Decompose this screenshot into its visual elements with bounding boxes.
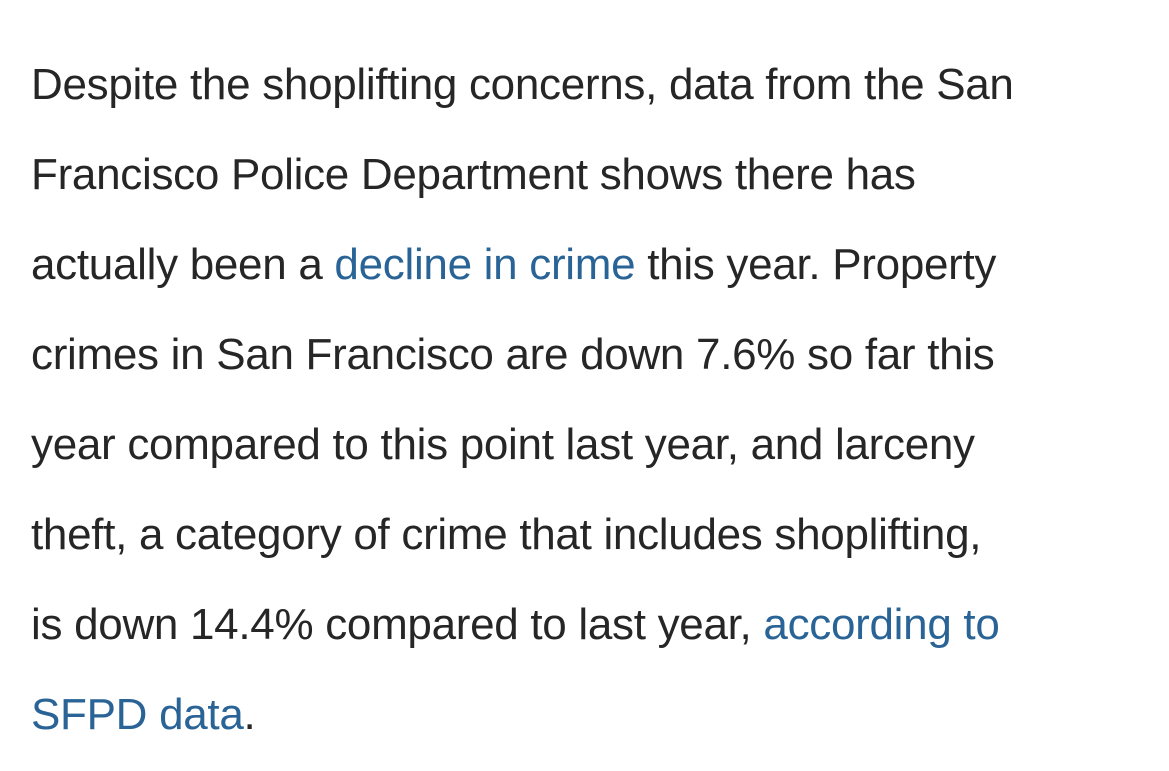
paragraph-text: theft, a category of crime that includes… (31, 510, 982, 559)
paragraph-line: actually been a decline in crime this ye… (31, 220, 1149, 310)
paragraph-text: Despite the shoplifting concerns, data f… (31, 60, 1014, 109)
paragraph-text: crimes in San Francisco are down 7.6% so… (31, 330, 995, 379)
paragraph-text: is down 14.4% compared to last year, (31, 600, 764, 649)
sfpd-data-link[interactable]: SFPD data (31, 690, 244, 739)
article-paragraph: Despite the shoplifting concerns, data f… (31, 40, 1149, 760)
paragraph-text: actually been a (31, 240, 335, 289)
paragraph-line: crimes in San Francisco are down 7.6% so… (31, 310, 1149, 400)
paragraph-line: SFPD data. (31, 670, 1149, 760)
paragraph-line: Despite the shoplifting concerns, data f… (31, 40, 1149, 130)
paragraph-text: Francisco Police Department shows there … (31, 150, 916, 199)
according-to-sfpd-data-link[interactable]: according to (763, 600, 1000, 649)
paragraph-text: year compared to this point last year, a… (31, 420, 975, 469)
paragraph-line: Francisco Police Department shows there … (31, 130, 1149, 220)
paragraph-line: theft, a category of crime that includes… (31, 490, 1149, 580)
paragraph-line: is down 14.4% compared to last year, acc… (31, 580, 1149, 670)
paragraph-text: . (243, 690, 256, 739)
paragraph-text: this year. Property (635, 240, 997, 289)
decline-in-crime-link[interactable]: decline in crime (334, 240, 636, 289)
paragraph-line: year compared to this point last year, a… (31, 400, 1149, 490)
